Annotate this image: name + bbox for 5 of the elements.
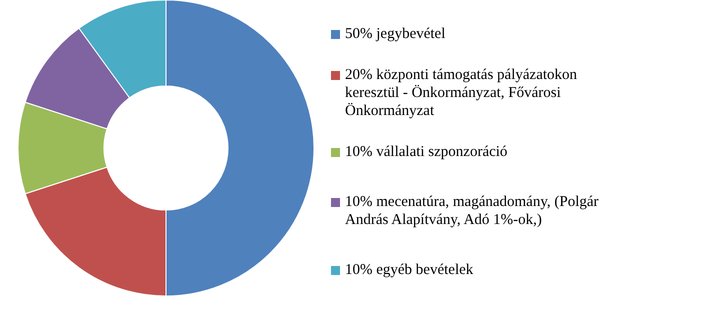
legend-label: 10% mecenatúra, magánadomány, (Polgár András Alapítvány, Adó 1%-ok,): [345, 194, 599, 228]
legend-label: 50% jegybevétel: [345, 26, 446, 42]
legend-label: 10% vállalati szponzoráció: [345, 144, 508, 160]
legend-label: 10% egyéb bevételek: [345, 262, 474, 278]
legend-label: 20% központi támogatás pályázatokon keresztül - Önkormányzat, Fővárosi Önkormányzat: [345, 67, 578, 120]
